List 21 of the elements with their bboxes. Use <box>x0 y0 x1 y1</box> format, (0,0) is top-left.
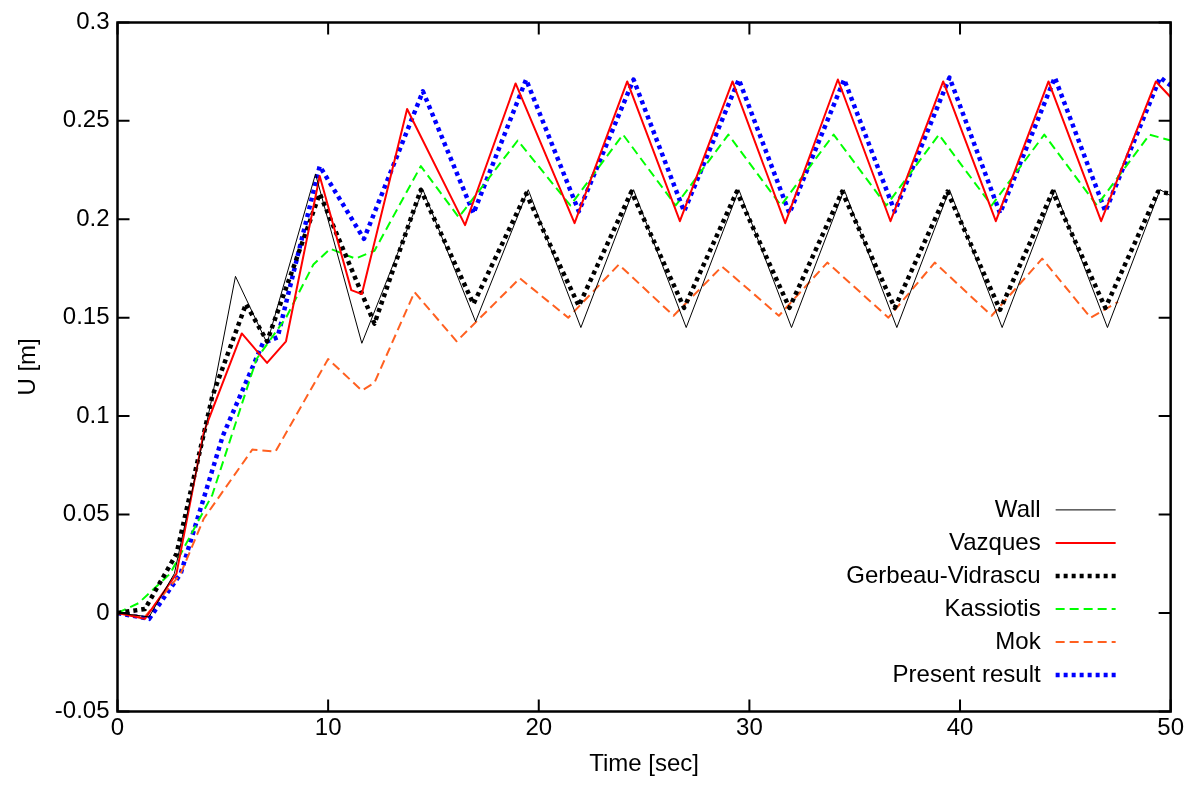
y-tick-label: 0 <box>96 597 110 625</box>
x-tick-label: 40 <box>946 713 974 741</box>
y-tick-label: 0.1 <box>76 400 110 428</box>
legend-label: Wall <box>994 494 1041 522</box>
x-tick-label: 50 <box>1157 713 1184 741</box>
legend-label: Mok <box>995 626 1042 654</box>
y-axis-title: U [m] <box>13 338 41 396</box>
y-tick-label: 0.3 <box>76 7 110 35</box>
y-tick-label: -0.05 <box>54 696 110 724</box>
y-tick-label: 0.25 <box>62 105 110 133</box>
legend-label: Gerbeau-Vidrascu <box>846 560 1041 588</box>
y-tick-label: 0.2 <box>76 203 110 231</box>
y-tick-label: 0.05 <box>62 499 110 527</box>
x-tick-label: 10 <box>314 713 342 741</box>
y-tick-label: 0.15 <box>62 302 110 330</box>
legend-label: Kassiotis <box>944 593 1041 621</box>
x-tick-label: 30 <box>736 713 763 741</box>
legend-label: Vazques <box>949 527 1041 555</box>
x-tick-label: 20 <box>525 713 553 741</box>
legend-label: Present result <box>892 659 1041 687</box>
x-axis-title: Time [sec] <box>589 749 699 777</box>
